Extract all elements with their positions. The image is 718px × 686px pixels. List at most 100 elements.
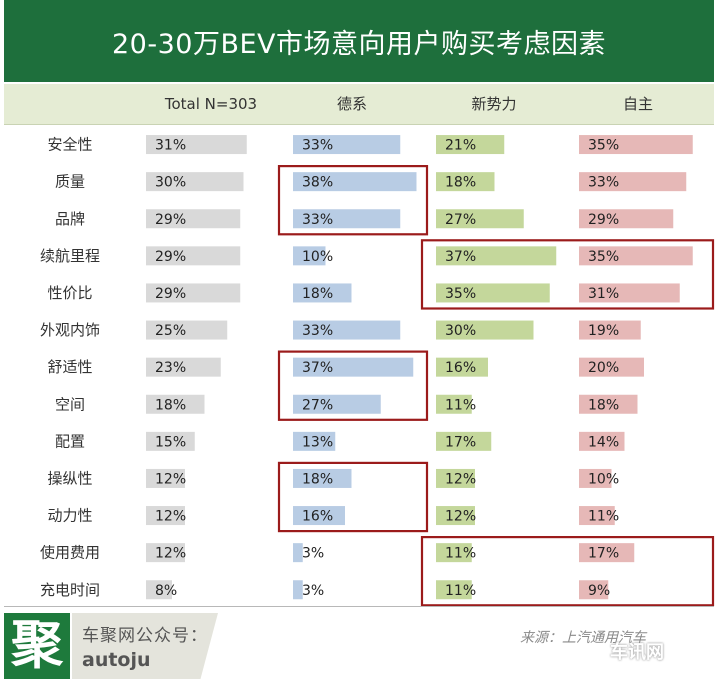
bar-3-0: [579, 135, 693, 155]
data-label: 18%: [302, 286, 333, 302]
data-label: 11%: [588, 509, 619, 525]
data-label: 38%: [302, 175, 333, 191]
data-label: 16%: [445, 360, 476, 376]
brand-account-id: autoju: [82, 649, 151, 671]
category-label: 安全性: [47, 136, 92, 154]
data-label: 37%: [302, 360, 333, 376]
category-label: 使用费用: [40, 544, 100, 562]
highlight-box-1: [420, 239, 715, 310]
bar-0-3: [146, 246, 241, 266]
data-label: 15%: [155, 434, 186, 450]
bar-chart: 安全性 31% 33% 21% 35% 质量 30% 38% 18% 33% 品牌 29% 33% 27%…: [40, 135, 715, 606]
data-label: 27%: [445, 212, 476, 228]
category-label: 动力性: [47, 507, 92, 525]
column-header-domestic: 自主: [622, 95, 653, 113]
data-label: 31%: [155, 138, 186, 154]
data-label: 29%: [588, 212, 619, 228]
data-label: 12%: [445, 509, 476, 525]
brand-logo: 聚: [4, 613, 70, 679]
data-label: 18%: [302, 471, 333, 487]
bar-3-5: [579, 320, 641, 340]
column-header-german: 德系: [336, 95, 367, 113]
column-header-row: Total N=303 德系 新势力 自主: [4, 84, 714, 125]
bar-2-7: [436, 394, 472, 414]
category-label: 配置: [55, 432, 85, 450]
data-label: 11%: [445, 397, 476, 413]
column-header-new-forces: 新势力: [471, 95, 517, 113]
data-label: 29%: [155, 249, 186, 265]
bar-1-7: [293, 394, 381, 414]
bar-0-5: [146, 320, 228, 340]
data-label: 33%: [588, 175, 619, 191]
bar-0-0: [146, 135, 247, 155]
bar-0-8: [146, 431, 195, 451]
chart-title-bar: 20-30万BEV市场意向用户购买考虑因素: [4, 0, 714, 82]
bar-2-1: [436, 172, 495, 192]
bar-0-7: [146, 394, 205, 414]
category-label: 充电时间: [40, 581, 100, 599]
bar-1-1: [293, 172, 417, 192]
bar-2-5: [436, 320, 534, 340]
bar-3-7: [579, 394, 638, 414]
category-label: 品牌: [55, 210, 85, 228]
data-label: 23%: [155, 360, 186, 376]
bar-2-3: [436, 246, 557, 266]
data-label: 29%: [155, 286, 186, 302]
data-label: 12%: [445, 471, 476, 487]
data-label: 20%: [588, 360, 619, 376]
data-label: 19%: [588, 323, 619, 339]
column-header-total: Total N=303: [164, 95, 258, 113]
bar-3-1: [579, 172, 687, 192]
data-label: 33%: [302, 323, 333, 339]
data-label: 35%: [445, 286, 476, 302]
category-label: 操纵性: [47, 469, 92, 487]
data-label: 17%: [445, 434, 476, 450]
data-label: 33%: [302, 212, 333, 228]
bar-0-9: [146, 468, 185, 488]
bar-2-2: [436, 209, 524, 229]
bar-3-3: [579, 246, 693, 266]
data-label: 12%: [155, 471, 186, 487]
bar-2-10: [436, 506, 475, 526]
bar-1-2: [293, 209, 401, 229]
data-label: 18%: [155, 397, 186, 413]
bar-1-4: [293, 283, 352, 303]
bar-0-6: [146, 357, 221, 377]
data-label: 35%: [588, 249, 619, 265]
data-label: 17%: [588, 546, 619, 562]
source-note: 来源：上汽通用汽车: [520, 630, 646, 646]
data-label: 27%: [302, 397, 333, 413]
data-label: 30%: [155, 175, 186, 191]
bar-0-1: [146, 172, 244, 192]
highlight-box-4: [420, 535, 715, 606]
bar-3-2: [579, 209, 674, 229]
bar-3-4: [579, 283, 680, 303]
bar-1-0: [293, 135, 401, 155]
data-label: 33%: [302, 138, 333, 154]
bar-1-8: [293, 431, 336, 451]
data-label: 3%: [302, 546, 324, 562]
data-label: 12%: [155, 509, 186, 525]
brand-logo-char: 聚: [10, 616, 63, 676]
bar-2-0: [436, 135, 505, 155]
data-label: 10%: [302, 249, 333, 265]
data-label: 10%: [588, 471, 619, 487]
bar-1-3: [293, 246, 326, 266]
bar-3-12: [579, 580, 609, 600]
bar-3-9: [579, 468, 612, 488]
bar-0-12: [146, 580, 172, 600]
bar-2-6: [436, 357, 488, 377]
bar-0-4: [146, 283, 241, 303]
data-label: 13%: [302, 434, 333, 450]
highlight-box-0: [277, 165, 429, 236]
bar-3-6: [579, 357, 644, 377]
bar-2-4: [436, 283, 550, 303]
data-label: 11%: [445, 583, 476, 599]
bar-1-5: [293, 320, 401, 340]
data-label: 9%: [588, 583, 610, 599]
bar-0-11: [146, 543, 185, 563]
category-label: 外观内饰: [40, 321, 100, 339]
brand-panel: 车聚网公众号： autoju: [72, 613, 218, 679]
bar-1-10: [293, 506, 345, 526]
highlight-box-2: [277, 350, 429, 421]
